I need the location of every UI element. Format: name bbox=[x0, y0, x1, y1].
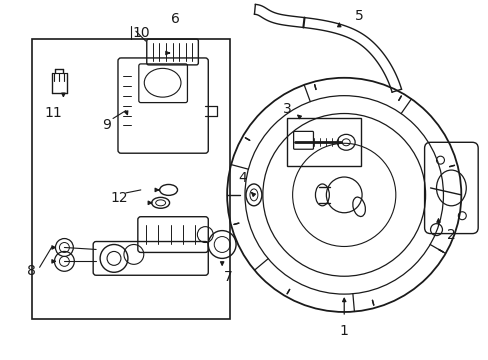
Text: 2: 2 bbox=[446, 228, 455, 242]
Text: 12: 12 bbox=[110, 191, 127, 205]
Bar bbox=[32, 39, 230, 319]
Text: 7: 7 bbox=[224, 270, 232, 284]
Text: 6: 6 bbox=[171, 12, 180, 26]
Text: 1: 1 bbox=[339, 324, 348, 338]
Text: 9: 9 bbox=[102, 118, 110, 132]
Text: 4: 4 bbox=[238, 171, 247, 185]
Text: 10: 10 bbox=[132, 26, 149, 40]
Text: 11: 11 bbox=[44, 105, 62, 120]
Text: 8: 8 bbox=[27, 264, 36, 278]
Text: 5: 5 bbox=[354, 9, 363, 23]
Bar bbox=[286, 118, 360, 166]
Text: 3: 3 bbox=[283, 102, 291, 116]
